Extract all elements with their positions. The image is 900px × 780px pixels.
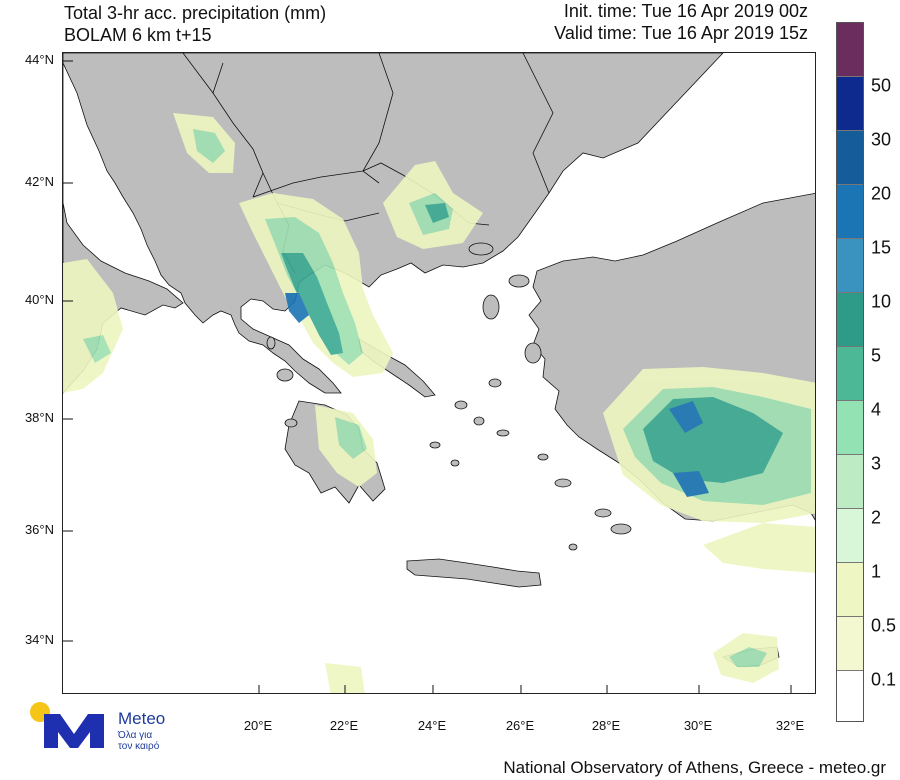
precip-italy-mid [83, 335, 111, 363]
lon-label-20: 20°E [243, 718, 273, 733]
precip-italy [63, 259, 123, 393]
legend-label-4: 4 [871, 399, 882, 420]
logo-tagline-line1: Όλα για [118, 730, 153, 741]
legend-swatch-0 [837, 23, 863, 77]
lon-label-30: 30°E [683, 718, 713, 733]
footer-credit: National Observatory of Athens, Greece -… [503, 758, 886, 777]
legend-swatch-1 [837, 77, 863, 131]
lat-label-42: 42°N [24, 174, 54, 189]
lon-label-26: 26°E [505, 718, 535, 733]
land-layer [63, 53, 815, 668]
precipitation-map [62, 52, 816, 694]
legend-label-2: 2 [871, 507, 882, 528]
precip-turkey-max [669, 401, 703, 433]
legend-swatch-5 [837, 293, 863, 347]
legend-label-0-1: 0.1 [871, 669, 897, 690]
legend-swatch-3 [837, 185, 863, 239]
precip-west-greece-max [285, 293, 309, 323]
precip-east-med [703, 523, 815, 573]
legend-swatch-8 [837, 455, 863, 509]
meteo-logo-icon [30, 702, 104, 748]
lon-label-32: 32°E [775, 718, 805, 733]
legend-swatch-6 [837, 347, 863, 401]
title-line-1: Total 3-hr acc. precipitation (mm) [64, 3, 327, 23]
time-info: Init. time: Tue 16 Apr 2019 00z Valid ti… [554, 0, 808, 44]
lon-label-22: 22°E [329, 718, 359, 733]
legend-swatch-11 [837, 617, 863, 671]
legend-label-20: 20 [871, 183, 892, 204]
precip-albania-mid [193, 129, 225, 163]
legend-swatch-12 [837, 671, 863, 721]
lat-label-38: 38°N [24, 410, 54, 425]
init-time: Init. time: Tue 16 Apr 2019 00z [563, 1, 808, 21]
legend-swatch-4 [837, 239, 863, 293]
legend-label-3: 3 [871, 453, 882, 474]
legend-swatch-10 [837, 563, 863, 617]
chart-title: Total 3-hr acc. precipitation (mm) BOLAM… [64, 2, 326, 46]
logo-tagline-line2: τον καιρό [118, 741, 160, 752]
precip-north-heavy [425, 203, 449, 223]
valid-time: Valid time: Tue 16 Apr 2019 15z [554, 23, 808, 43]
legend-label-15: 15 [871, 237, 892, 258]
legend-label-30: 30 [871, 129, 892, 150]
lat-label-40: 40°N [24, 292, 54, 307]
precip-peloponnese-mid [335, 417, 367, 459]
precip-libya [325, 663, 365, 693]
logo-tagline: Όλα για τον καιρό [118, 730, 159, 752]
precip-turkey-max-2 [673, 471, 709, 497]
precip-cyprus-mid [729, 647, 767, 667]
lon-label-28: 28°E [591, 718, 621, 733]
axis-ticks [63, 60, 792, 693]
legend-label-0-5: 0.5 [871, 615, 897, 636]
legend-swatch-2 [837, 131, 863, 185]
crete-land [406, 558, 542, 588]
lat-label-36: 36°N [24, 522, 54, 537]
logo-name: Meteo [118, 709, 166, 728]
title-line-2: BOLAM 6 km t+15 [64, 25, 212, 45]
color-legend [836, 22, 864, 722]
legend-swatch-9 [837, 509, 863, 563]
lon-label-24: 24°E [417, 718, 447, 733]
legend-label-50: 50 [871, 75, 892, 96]
legend-label-1: 1 [871, 561, 882, 582]
lat-label-34: 34°N [24, 632, 54, 647]
precip-west-greece-heavy [281, 253, 343, 355]
aegean-islands [266, 242, 632, 551]
precipitation-layer [63, 113, 815, 693]
map-canvas [63, 53, 815, 693]
lat-label-44: 44°N [24, 52, 54, 67]
legend-swatch-7 [837, 401, 863, 455]
legend-label-10: 10 [871, 291, 892, 312]
legend-label-5: 5 [871, 345, 882, 366]
